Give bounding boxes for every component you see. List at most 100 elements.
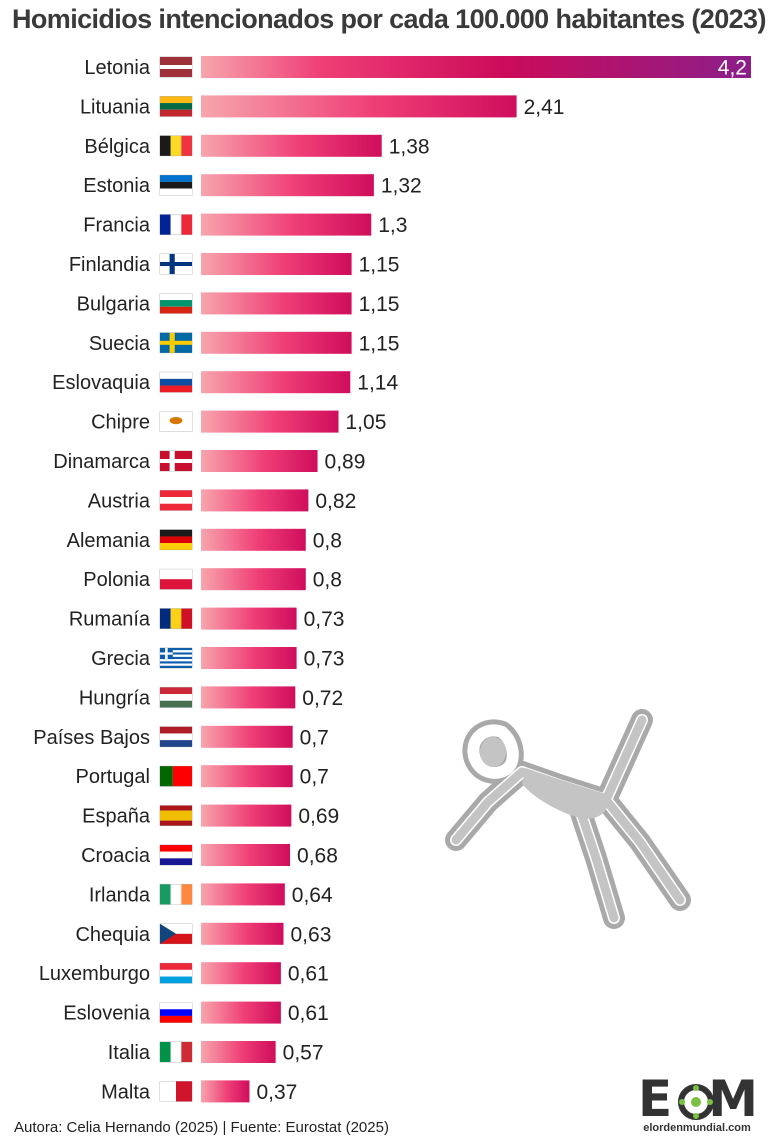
country-label: Eslovaquia <box>52 372 151 394</box>
flag-icon <box>159 56 193 78</box>
flag-icon <box>159 1041 193 1063</box>
bar-row-23: Luxemburgo 0,61 <box>39 962 329 986</box>
value-label: 1,3 <box>378 214 407 237</box>
value-label: 2,41 <box>524 96 565 119</box>
bar-row-26: Malta 0,37 <box>101 1080 297 1104</box>
flag-icon <box>159 844 193 866</box>
bar <box>201 962 281 985</box>
bar <box>201 331 352 354</box>
bar-row-6: Bulgaria 1,15 <box>77 292 400 316</box>
value-label: 0,68 <box>297 845 338 868</box>
bar-row-21: Irlanda 0,64 <box>89 883 333 907</box>
bar <box>201 765 293 788</box>
flag-icon <box>159 805 193 826</box>
bar-row-17: Países Bajos 0,7 <box>33 725 329 749</box>
bar <box>201 647 297 669</box>
bar-row-24: Eslovenia 0,61 <box>63 1001 329 1025</box>
country-label: Estonia <box>83 175 151 197</box>
value-label: 4,2 <box>718 57 747 80</box>
bar <box>201 1080 250 1103</box>
country-label: Polonia <box>83 569 151 591</box>
country-label: Chipre <box>91 412 150 434</box>
bar <box>201 450 318 472</box>
country-label: Grecia <box>91 648 151 670</box>
bar-row-2: Bélgica 1,38 <box>84 134 430 158</box>
flag-icon <box>159 687 193 708</box>
flag-icon <box>159 96 193 117</box>
value-label: 0,64 <box>292 884 333 907</box>
bar <box>201 725 293 748</box>
bar <box>201 568 306 591</box>
bar <box>201 410 339 433</box>
bar <box>201 489 309 512</box>
flag-icon <box>159 1002 193 1023</box>
flag-icon <box>159 923 193 945</box>
country-label: Irlanda <box>89 884 151 906</box>
value-label: 0,57 <box>283 1042 324 1065</box>
bar <box>201 56 751 78</box>
country-label: Portugal <box>76 766 151 788</box>
country-label: Malta <box>101 1081 151 1103</box>
value-label: 0,72 <box>302 687 343 710</box>
flag-icon <box>159 1081 193 1102</box>
value-label: 0,8 <box>313 529 342 552</box>
bar <box>201 213 372 236</box>
country-label: Países Bajos <box>33 727 150 749</box>
country-label: Bulgaria <box>77 293 151 315</box>
bar <box>201 686 296 709</box>
bar <box>201 371 351 394</box>
bar-row-16: Hungría 0,72 <box>79 686 343 710</box>
country-label: Luxemburgo <box>39 963 150 985</box>
flag-icon <box>159 411 193 432</box>
value-label: 0,73 <box>304 608 345 631</box>
bar-row-25: Italia 0,57 <box>108 1041 324 1065</box>
flag-icon <box>159 529 193 551</box>
logo-site: elordenmundial.com <box>643 1122 751 1134</box>
flag-icon <box>159 962 193 984</box>
value-label: 1,05 <box>346 411 387 434</box>
country-label: Austria <box>88 490 151 512</box>
flag-icon <box>159 450 193 472</box>
value-label: 1,15 <box>359 254 400 277</box>
bars-layer: Letonia 4,2 Lituania 2,41 Bélgica 1,38 Estonia… <box>33 56 751 1104</box>
country-label: Lituania <box>80 96 151 118</box>
bar-row-20: Croacia 0,68 <box>81 844 338 868</box>
flag-icon <box>159 174 193 196</box>
country-label: Suecia <box>89 333 151 355</box>
bar <box>201 844 291 866</box>
source-footer: Autora: Celia Hernando (2025) | Fuente: … <box>14 1119 389 1136</box>
bar-row-0: Letonia 4,2 <box>84 56 751 80</box>
value-label: 0,7 <box>300 726 329 749</box>
bar <box>201 607 297 630</box>
flag-icon <box>159 884 193 905</box>
value-label: 0,69 <box>298 805 339 828</box>
country-label: Rumanía <box>69 609 151 631</box>
bar <box>201 528 306 551</box>
bar-row-3: Estonia 1,32 <box>83 174 422 198</box>
bar-row-9: Chipre 1,05 <box>91 410 387 434</box>
bar-row-1: Lituania 2,41 <box>80 95 565 119</box>
flag-icon <box>159 293 193 314</box>
value-label: 0,8 <box>313 569 342 592</box>
flag-icon <box>159 253 193 275</box>
value-label: 1,15 <box>359 293 400 316</box>
value-label: 1,38 <box>389 135 430 158</box>
value-label: 0,73 <box>304 648 345 671</box>
bar <box>201 292 352 315</box>
bar-row-12: Alemania 0,8 <box>67 528 342 552</box>
value-label: 0,61 <box>288 1002 329 1025</box>
flag-icon <box>159 332 193 354</box>
country-label: Dinamarca <box>53 451 151 473</box>
logo-globe-icon <box>678 1084 714 1120</box>
bar <box>201 1001 281 1024</box>
bar <box>201 174 374 197</box>
bar-row-14: Rumanía 0,73 <box>69 607 345 631</box>
bar <box>201 253 352 275</box>
flag-icon <box>159 568 193 590</box>
value-label: 0,82 <box>315 490 356 513</box>
bar <box>201 922 284 945</box>
bar <box>201 95 517 118</box>
